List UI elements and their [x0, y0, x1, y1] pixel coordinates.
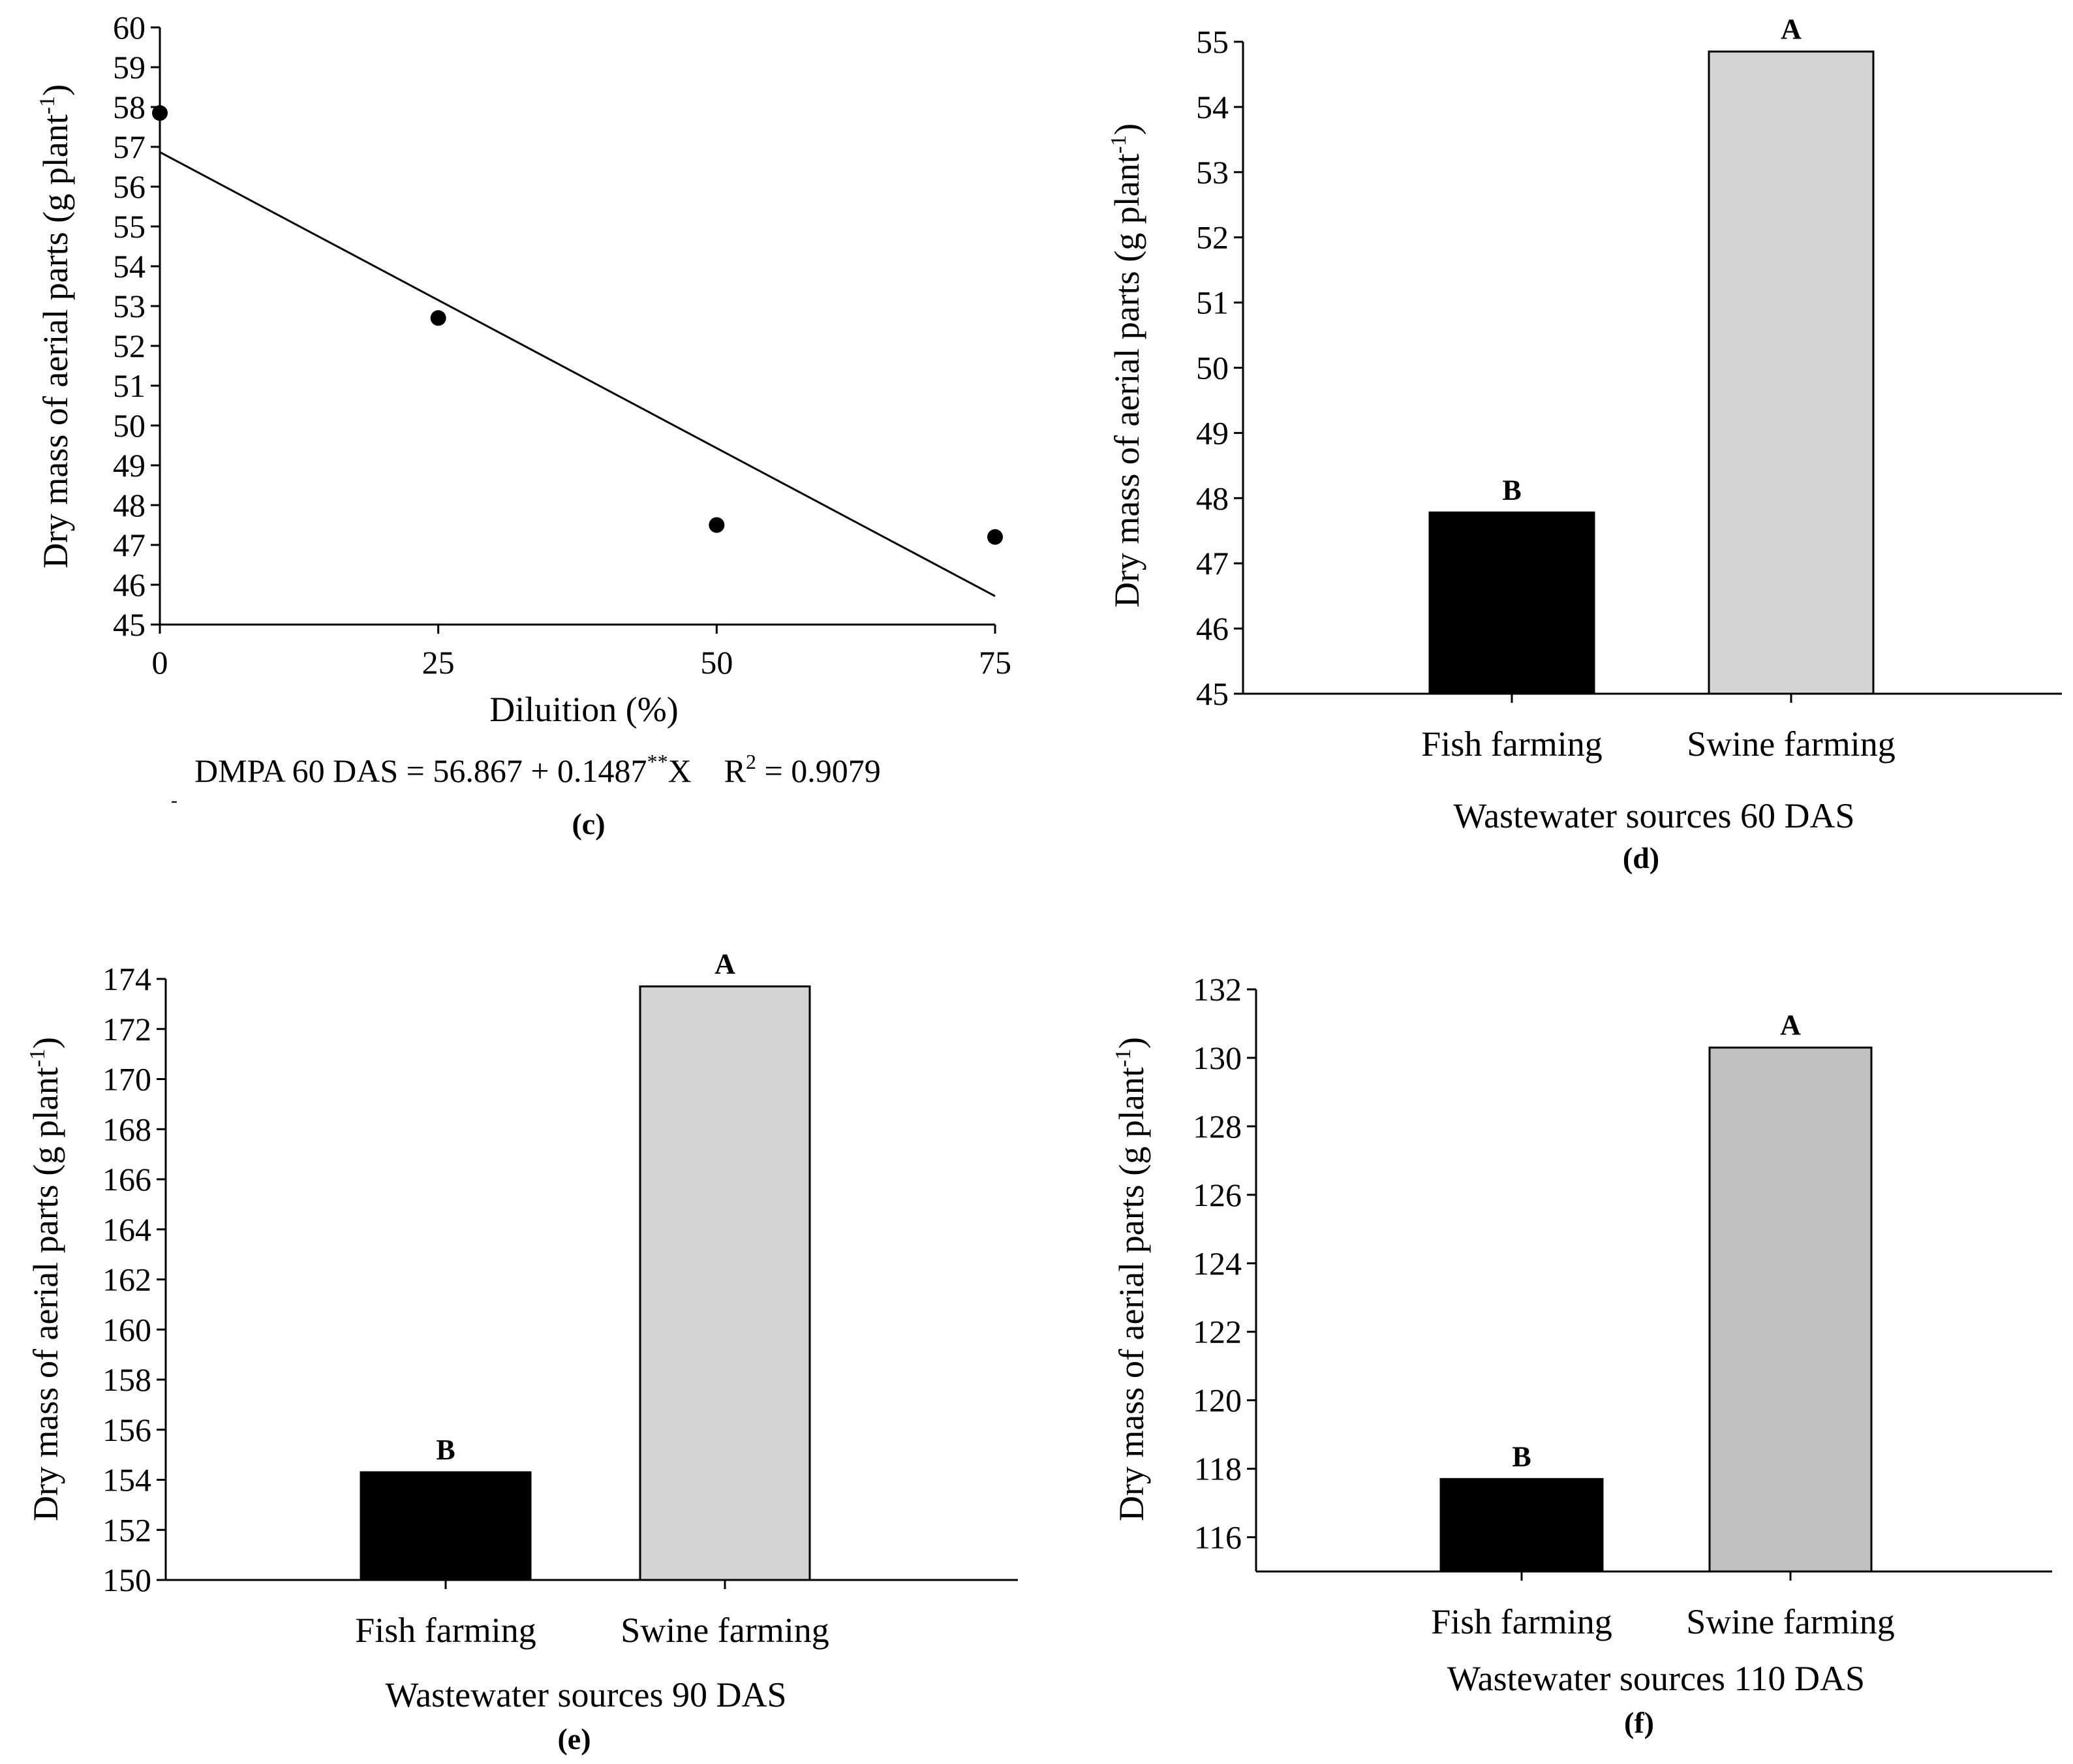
chart-f: 116 118 120 122 124 126 128 130 132 B Fish farming…	[1111, 971, 2052, 1739]
y-tick-label-c: 54	[113, 248, 146, 285]
y-tick-label-c: 46	[113, 566, 146, 603]
x-tick-label-c: 0	[152, 644, 168, 681]
regression-equation-c: DMPA 60 DAS = 56.867 + 0.1487**X R2 = 0.…	[194, 750, 881, 789]
bar-f	[1439, 1478, 1604, 1573]
y-axis-label-d: Dry mass of aerial parts (g plant-1)	[1107, 123, 1146, 608]
chart-d: 45 46 47 48 49 50 51 52 53 54 55 B Fish farming A Swin…	[1107, 13, 2062, 874]
y-tick-label-c: 50	[113, 407, 146, 444]
panel-label-c: (c)	[572, 807, 605, 841]
y-tick-label-c: 53	[113, 288, 146, 324]
y-tick-label-d: 54	[1196, 89, 1229, 125]
y-tick-label-f: 116	[1194, 1519, 1242, 1556]
y-tick-label-f: 128	[1193, 1108, 1242, 1145]
y-tick-label-c: 52	[113, 328, 146, 364]
significance-letter-e: A	[714, 948, 735, 980]
y-tick-label-c: 47	[113, 527, 146, 563]
y-tick-label-c: 55	[113, 208, 146, 245]
data-point-c	[987, 529, 1003, 545]
y-tick-label-d: 46	[1196, 610, 1229, 647]
panel-label-f: (f)	[1624, 1706, 1654, 1739]
y-tick-label-f: 132	[1193, 971, 1242, 1008]
y-tick-label-f: 130	[1193, 1040, 1242, 1076]
data-point-c	[152, 105, 168, 121]
y-tick-label-c: 59	[113, 49, 146, 85]
y-tick-label-e: 170	[102, 1061, 151, 1098]
y-tick-label-c: 56	[113, 168, 146, 205]
significance-letter-f: B	[1512, 1440, 1531, 1472]
y-tick-label-e: 160	[102, 1311, 151, 1348]
y-tick-label-f: 124	[1193, 1245, 1242, 1282]
x-tick-label-c: 50	[700, 644, 733, 681]
y-tick-label-c: 57	[113, 129, 146, 165]
y-tick-label-d: 50	[1196, 350, 1229, 386]
y-tick-label-e: 162	[102, 1261, 151, 1298]
y-tick-label-d: 48	[1196, 480, 1229, 516]
y-tick-label-f: 118	[1194, 1451, 1242, 1487]
x-category-label-f: Swine farming	[1686, 1602, 1894, 1641]
y-tick-label-c: 58	[113, 89, 146, 125]
significance-letter-d: A	[1781, 13, 1802, 45]
y-tick-label-c: 51	[113, 367, 146, 404]
y-tick-label-e: 174	[102, 961, 151, 997]
data-point-c	[709, 517, 725, 533]
data-point-c	[430, 310, 446, 326]
y-tick-label-f: 122	[1193, 1314, 1242, 1350]
panel-label-e: (e)	[557, 1722, 591, 1756]
y-tick-label-f: 126	[1193, 1177, 1242, 1213]
y-tick-label-e: 152	[102, 1511, 151, 1548]
bar-e	[639, 985, 811, 1581]
x-tick-label-c: 25	[422, 644, 455, 681]
y-tick-label-e: 156	[102, 1412, 151, 1448]
x-category-label-d: Fish farming	[1421, 724, 1603, 764]
x-axis-label-e: Wastewater sources 90 DAS	[386, 1675, 787, 1714]
y-axis-label-c: Dry mass of aerial parts (g plant-1)	[35, 84, 75, 568]
y-tick-label-d: 47	[1196, 545, 1229, 581]
y-tick-label-c: 49	[113, 447, 146, 484]
y-tick-label-d: 55	[1196, 23, 1229, 60]
significance-letter-d: B	[1502, 474, 1521, 506]
chart-e: 150 152 154 156 158 160 162 164 166 168 170 172 174 B…	[25, 948, 1018, 1756]
y-tick-label-c: 45	[113, 606, 146, 643]
x-axis-label-f: Wastewater sources 110 DAS	[1447, 1659, 1865, 1698]
y-tick-label-e: 154	[102, 1462, 151, 1498]
y-tick-label-d: 45	[1196, 675, 1229, 712]
bar-e	[360, 1471, 532, 1581]
y-tick-label-e: 158	[102, 1361, 151, 1398]
y-tick-label-e: 166	[102, 1161, 151, 1198]
y-tick-label-c: 60	[113, 9, 146, 46]
x-axis-label-c: Diluition (%)	[489, 690, 678, 729]
y-tick-label-f: 120	[1193, 1382, 1242, 1419]
stray-mark-c: -	[171, 790, 177, 811]
y-tick-label-c: 48	[113, 487, 146, 523]
x-category-label-f: Fish farming	[1431, 1602, 1612, 1641]
x-category-label-e: Fish farming	[355, 1611, 536, 1650]
y-tick-label-e: 172	[102, 1011, 151, 1047]
y-tick-label-e: 168	[102, 1111, 151, 1147]
y-tick-label-d: 51	[1196, 285, 1229, 321]
y-tick-label-e: 150	[102, 1562, 151, 1598]
y-tick-label-d: 53	[1196, 154, 1229, 191]
y-axis-label-f: Dry mass of aerial parts (g plant-1)	[1111, 1037, 1151, 1521]
significance-letter-f: A	[1780, 1009, 1801, 1041]
bar-d	[1708, 50, 1875, 695]
trend-line-c	[159, 151, 996, 597]
y-tick-label-d: 49	[1196, 414, 1229, 451]
significance-letter-e: B	[436, 1434, 455, 1466]
y-tick-label-e: 164	[102, 1211, 151, 1248]
bar-d	[1428, 511, 1595, 695]
y-tick-label-d: 52	[1196, 219, 1229, 256]
x-category-label-e: Swine farming	[621, 1611, 829, 1650]
panel-label-d: (d)	[1623, 841, 1659, 874]
y-axis-label-e: Dry mass of aerial parts (g plant-1)	[25, 1037, 65, 1521]
bar-f	[1708, 1046, 1873, 1573]
x-category-label-d: Swine farming	[1687, 724, 1895, 764]
x-tick-label-c: 75	[979, 644, 1011, 681]
x-axis-label-d: Wastewater sources 60 DAS	[1454, 796, 1855, 835]
